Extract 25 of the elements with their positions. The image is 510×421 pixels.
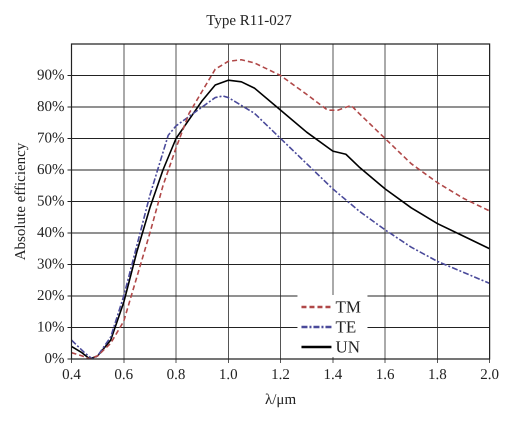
y-tick-label: 40% bbox=[36, 224, 64, 241]
y-tick-label: 50% bbox=[36, 193, 64, 210]
x-tick-label: 1.2 bbox=[271, 366, 290, 383]
legend-label: TM bbox=[335, 297, 361, 316]
x-tick-label: 1.0 bbox=[218, 366, 238, 383]
x-axis-title: λ/μm bbox=[264, 392, 296, 408]
legend-label: UN bbox=[335, 337, 360, 356]
y-axis-title: Absolute efficiency bbox=[12, 142, 29, 260]
x-tick-label: 1.4 bbox=[323, 366, 343, 383]
legend-label: TE bbox=[335, 317, 356, 336]
y-tick-label: 20% bbox=[36, 288, 64, 304]
y-tick-label: 10% bbox=[36, 319, 64, 336]
y-tick-label: 30% bbox=[36, 256, 64, 272]
y-tick-label: 0% bbox=[44, 350, 64, 367]
y-tick-label: 60% bbox=[36, 162, 64, 178]
y-tick-label: 80% bbox=[36, 98, 64, 115]
y-tick-label: 70% bbox=[36, 130, 64, 146]
x-tick-label: 0.8 bbox=[166, 366, 186, 383]
x-tick-label: 0.4 bbox=[62, 366, 82, 383]
y-tick-label: 90% bbox=[36, 67, 64, 84]
x-tick-label: 2.0 bbox=[480, 366, 499, 383]
x-tick-label: 0.6 bbox=[114, 366, 134, 383]
x-tick-label: 1.6 bbox=[376, 366, 395, 383]
chart-title: Type R11-027 bbox=[206, 12, 292, 29]
x-tick-label: 1.8 bbox=[428, 366, 447, 383]
